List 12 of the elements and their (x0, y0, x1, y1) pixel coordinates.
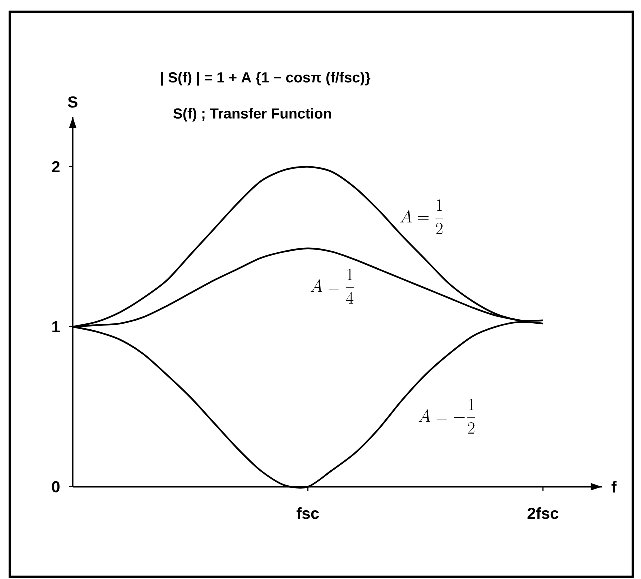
series-label: $A=\frac{1}{4}$ (310, 269, 354, 304)
series-label: $A=-\frac{1}{2}$ (418, 399, 476, 434)
y-tick-label: 1 (52, 322, 60, 332)
chart-subtitle: S(f) ; Transfer Function (174, 108, 332, 122)
chart-title: | S(f) | = 1 + A {1 − cosπ (f/fsc)} (161, 72, 371, 86)
y-tick-label: 2 (52, 161, 60, 173)
x-axis-title: f (612, 481, 617, 493)
series-label: $A=\frac{1}{2}$ (400, 200, 444, 234)
y-axis-title: S (68, 96, 78, 108)
y-tick-label: 0 (52, 481, 60, 493)
x-tick-label: 2fsc (528, 508, 559, 520)
x-tick-label: fsc (296, 508, 320, 520)
